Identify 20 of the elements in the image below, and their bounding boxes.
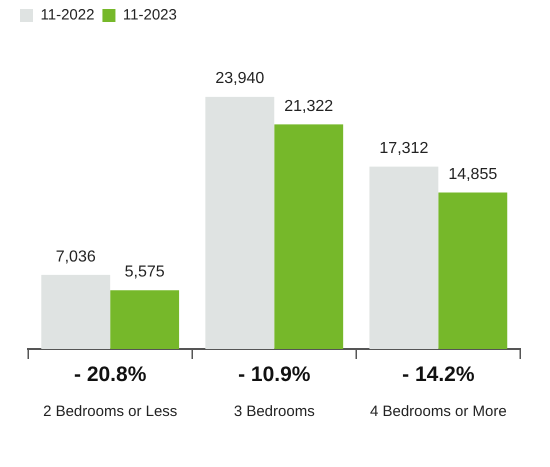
bar <box>110 290 180 349</box>
x-tick-label: 4 Bedrooms or More <box>370 403 507 420</box>
x-tick-label: 2 Bedrooms or Less <box>43 403 178 420</box>
data-label: 17,312 <box>379 140 428 158</box>
data-label: 23,940 <box>215 70 264 88</box>
data-label: 7,036 <box>56 248 96 266</box>
text: - 20.8% <box>74 362 147 386</box>
bar <box>369 166 438 349</box>
bar <box>205 96 274 349</box>
bar <box>274 124 344 349</box>
data-label: 21,322 <box>284 98 334 115</box>
text: - 10.9% <box>238 362 311 386</box>
legend-label: 11-2022 <box>40 6 94 24</box>
legend-label: 11-2023 <box>122 6 177 24</box>
bar <box>438 192 508 349</box>
data-label: 14,855 <box>448 166 498 183</box>
text: - 14.2% <box>402 362 475 386</box>
data-label: 5,575 <box>124 264 165 281</box>
x-tick-label: 3 Bedrooms <box>234 403 315 420</box>
bar <box>41 274 110 349</box>
